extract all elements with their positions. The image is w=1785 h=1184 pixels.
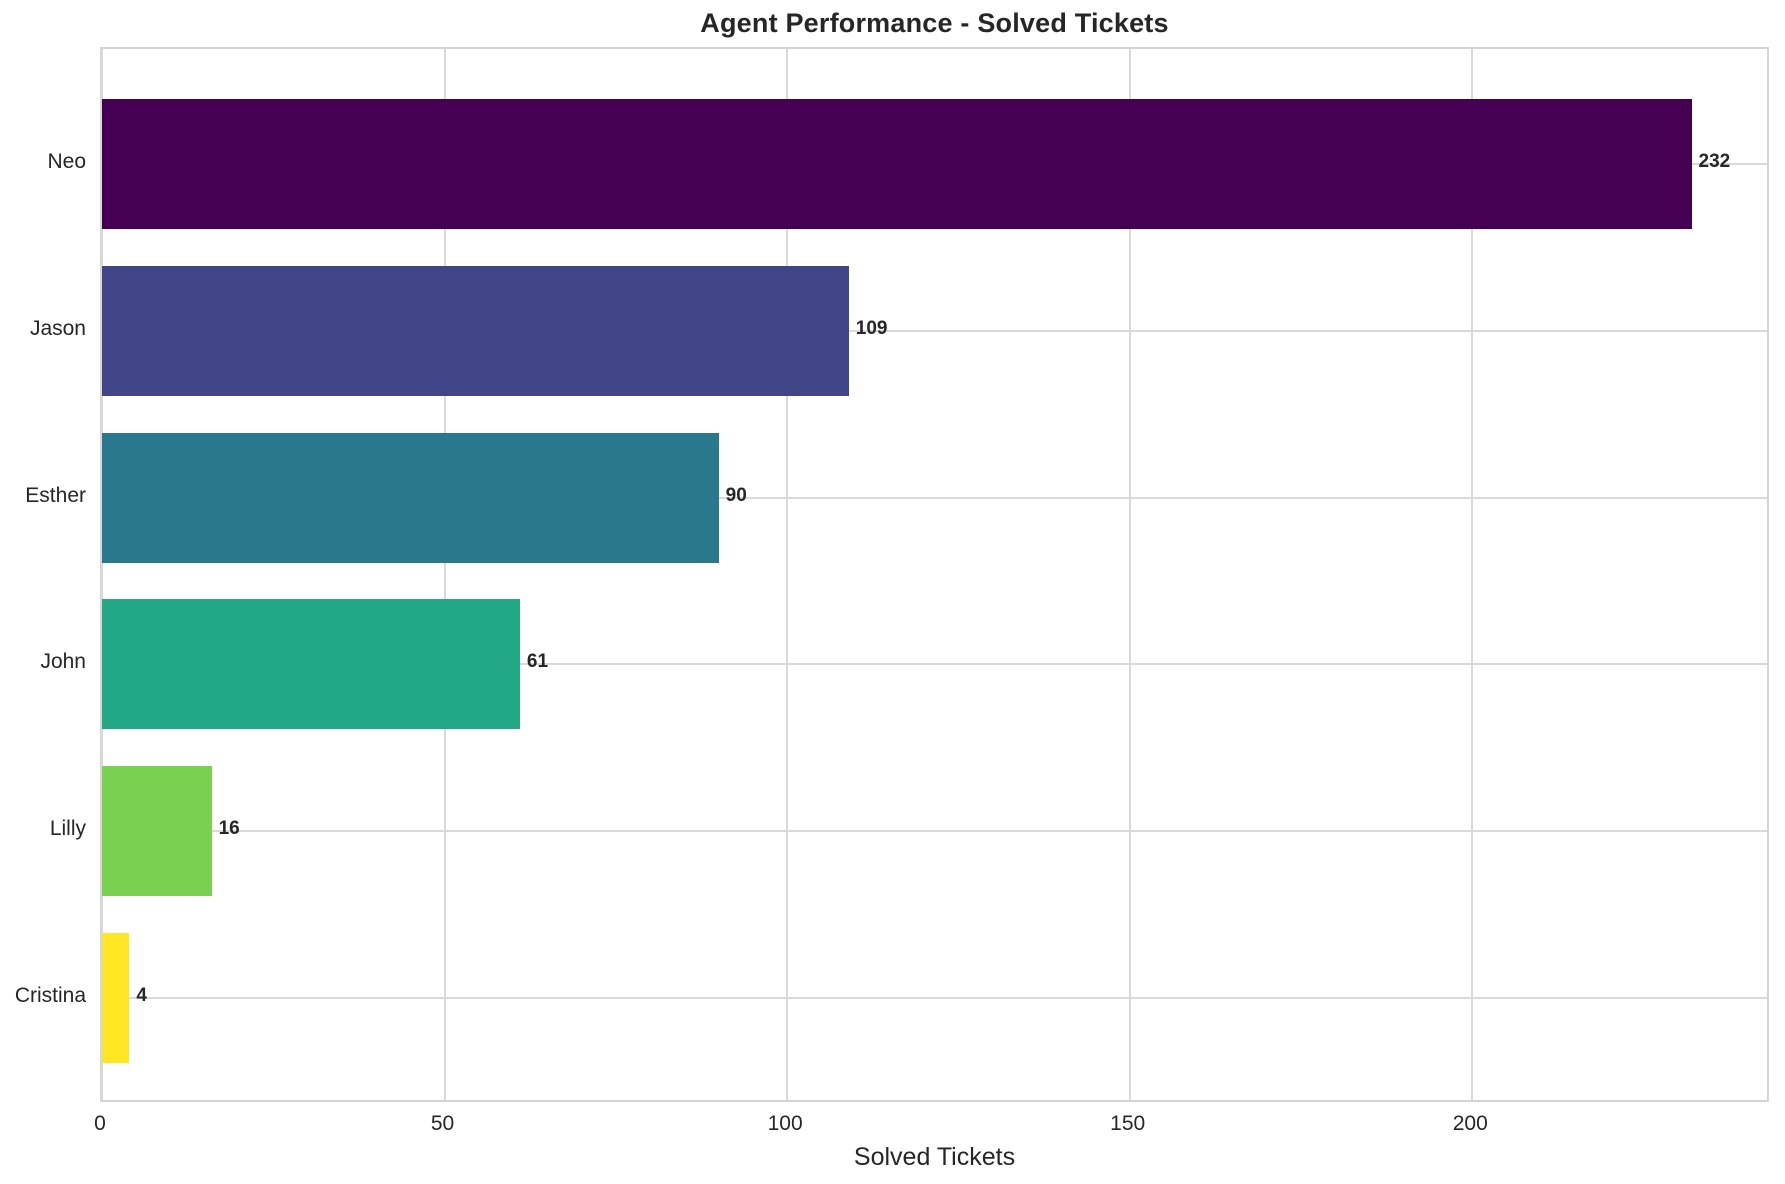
x-tick-label-100: 100 <box>767 1112 803 1135</box>
x-tick-label-200: 200 <box>1452 1112 1488 1135</box>
value-label-cristina: 4 <box>136 985 147 1006</box>
bar-esther <box>102 432 719 563</box>
gridline-horizontal-esther <box>102 496 1767 499</box>
x-tick-label-0: 0 <box>94 1112 106 1135</box>
gridline-horizontal-jason <box>102 329 1767 332</box>
chart-title: Agent Performance - Solved Tickets <box>700 8 1169 38</box>
bar-lilly <box>102 766 212 897</box>
gridline-horizontal-cristina <box>102 997 1767 999</box>
gridline-horizontal-lilly <box>102 830 1767 833</box>
y-tick-label-cristina: Cristina <box>14 984 86 1007</box>
y-tick-label-john: John <box>40 650 86 674</box>
value-label-lilly: 16 <box>218 818 240 840</box>
bar-cristina <box>102 933 130 1063</box>
bar-neo <box>102 99 1692 229</box>
y-tick-label-esther: Esther <box>25 483 86 507</box>
gridline-vertical-100 <box>786 49 789 1100</box>
gridline-horizontal-john <box>102 663 1767 666</box>
value-label-john: 61 <box>526 651 549 673</box>
x-axis-label: Solved Tickets <box>853 1143 1016 1171</box>
x-tick-label-50: 50 <box>430 1112 455 1135</box>
x-tick-label-150: 150 <box>1110 1112 1146 1135</box>
y-tick-label-jason: Jason <box>29 316 86 340</box>
value-label-jason: 109 <box>855 317 888 339</box>
value-label-neo: 232 <box>1698 151 1731 172</box>
gridline-vertical-0 <box>101 49 103 1100</box>
bar-jason <box>102 265 849 396</box>
y-tick-label-lilly: Lilly <box>49 817 86 841</box>
gridline-vertical-50 <box>443 49 446 1100</box>
gridline-vertical-150 <box>1128 49 1131 1100</box>
plot-area <box>100 47 1769 1102</box>
value-label-esther: 90 <box>725 484 747 506</box>
bar-john <box>102 599 520 730</box>
y-tick-label-neo: Neo <box>47 150 86 173</box>
gridline-vertical-200 <box>1471 49 1474 1100</box>
